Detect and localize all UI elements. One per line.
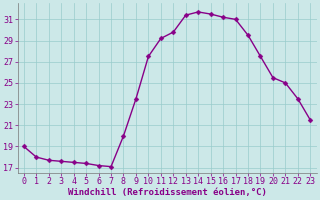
- X-axis label: Windchill (Refroidissement éolien,°C): Windchill (Refroidissement éolien,°C): [68, 188, 267, 197]
